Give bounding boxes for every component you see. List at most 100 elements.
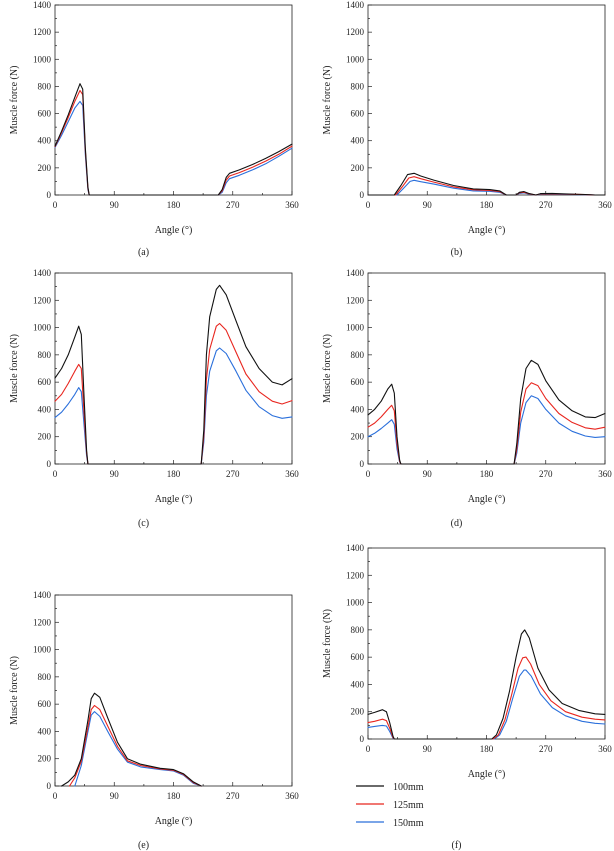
series-line-125mm: [367, 382, 606, 465]
x-tick-label: 90: [423, 200, 433, 210]
chart-e: 0 200 400 600 800 1000 1200 1400 0 90 180 270 360 Ang…: [9, 590, 299, 851]
y-tick-label: 600: [351, 109, 365, 119]
panel-label-b: (b): [451, 247, 463, 258]
x-axis-label: Angle (°): [468, 494, 506, 505]
series-line-150mm: [54, 347, 293, 465]
y-tick-label: 1400: [33, 268, 52, 278]
x-tick-label: 270: [539, 744, 553, 754]
y-tick-label: 200: [38, 163, 52, 173]
plot-frame-e: [54, 594, 293, 787]
y-tick-label: 1200: [33, 27, 52, 37]
panel-label-a: (a): [138, 247, 149, 258]
chart-panels: 0 200 400 600 800 1000 1200 1400 0 90 180 270 360 Ang…: [9, 0, 612, 851]
y-axis-label: Muscle force (N): [322, 609, 333, 678]
x-tick-label: 90: [110, 469, 120, 479]
y-tick-label: 800: [351, 350, 365, 360]
chart-d: 0 200 400 600 800 1000 1200 1400 0 90 180 270 360 Ang…: [322, 268, 612, 529]
y-tick-label: 1400: [33, 0, 52, 10]
x-tick-label: 0: [53, 200, 58, 210]
y-tick-label: 600: [38, 377, 52, 387]
series-line-100mm: [61, 692, 202, 787]
legend-label-100mm: 100mm: [393, 782, 424, 793]
y-tick-label: 400: [38, 726, 52, 736]
y-axis-label: Muscle force (N): [9, 66, 20, 135]
y-tick-label: 1200: [346, 570, 365, 580]
y-tick-label: 400: [351, 136, 365, 146]
y-axis-label: Muscle force (N): [9, 334, 20, 403]
series-line-150mm: [54, 100, 293, 196]
plot-frame-f: [367, 547, 606, 740]
y-tick-label: 400: [351, 404, 365, 414]
y-axis-label: Muscle force (N): [322, 66, 333, 135]
x-tick-label: 180: [480, 469, 494, 479]
x-tick-label: 360: [285, 469, 299, 479]
chart-b: 0 200 400 600 800 1000 1200 1400 0 90 180 270 360 Ang…: [322, 0, 612, 258]
x-tick-label: 360: [598, 469, 612, 479]
y-tick-label: 1400: [346, 543, 365, 553]
y-tick-label: 1400: [33, 590, 52, 600]
y-tick-label: 800: [38, 350, 52, 360]
y-tick-label: 1000: [346, 54, 365, 64]
x-tick-label: 270: [539, 200, 553, 210]
x-axis-label: Angle (°): [468, 769, 506, 780]
series-line-100mm: [367, 359, 606, 465]
series-line-125mm: [367, 656, 606, 740]
x-tick-label: 270: [226, 791, 240, 801]
x-tick-label: 90: [423, 744, 433, 754]
plot-frame-c: [54, 272, 293, 465]
y-tick-label: 1000: [346, 598, 365, 608]
y-tick-label: 1200: [33, 617, 52, 627]
x-tick-label: 0: [366, 469, 371, 479]
x-tick-label: 90: [423, 469, 433, 479]
series-line-125mm: [54, 89, 293, 196]
x-tick-label: 270: [226, 200, 240, 210]
plot-frame-d: [367, 272, 606, 465]
y-tick-label: 1200: [346, 295, 365, 305]
x-tick-label: 180: [167, 791, 181, 801]
series-line-150mm: [367, 669, 606, 740]
y-tick-label: 800: [351, 625, 365, 635]
panel-label-c: (c): [138, 518, 149, 529]
series-line-100mm: [54, 284, 293, 465]
x-axis-label: Angle (°): [155, 225, 193, 236]
chart-a: 0 200 400 600 800 1000 1200 1400 0 90 180 270 360 Ang…: [9, 0, 299, 258]
y-tick-label: 200: [351, 707, 365, 717]
y-tick-label: 1000: [33, 54, 52, 64]
series-line-125mm: [68, 704, 202, 787]
chart-f: 0 200 400 600 800 1000 1200 1400 0 90 180 270 360 Ang…: [322, 543, 612, 851]
chart-c: 0 200 400 600 800 1000 1200 1400 0 90 180 270 360 Ang…: [9, 268, 299, 529]
plot-frame-b: [367, 4, 606, 196]
x-axis-label: Angle (°): [155, 816, 193, 827]
x-tick-label: 270: [539, 469, 553, 479]
x-tick-label: 180: [167, 469, 181, 479]
y-tick-label: 0: [47, 459, 52, 469]
series-line-100mm: [367, 629, 606, 740]
y-tick-label: 200: [351, 163, 365, 173]
x-axis-label: Angle (°): [468, 225, 506, 236]
legend-label-125mm: 125mm: [393, 800, 424, 811]
y-tick-label: 600: [351, 652, 365, 662]
x-tick-label: 360: [598, 200, 612, 210]
y-tick-label: 1200: [33, 295, 52, 305]
y-tick-label: 200: [351, 432, 365, 442]
y-tick-label: 800: [38, 81, 52, 91]
legend-label-150mm: 150mm: [393, 818, 424, 829]
y-tick-label: 600: [38, 699, 52, 709]
x-tick-label: 0: [53, 791, 58, 801]
panel-label-e: (e): [138, 840, 149, 851]
x-tick-label: 360: [285, 791, 299, 801]
x-tick-label: 180: [480, 744, 494, 754]
y-tick-label: 1200: [346, 27, 365, 37]
x-tick-label: 360: [598, 744, 612, 754]
y-tick-label: 1000: [346, 323, 365, 333]
series-line-125mm: [54, 322, 293, 465]
y-tick-label: 1400: [346, 268, 365, 278]
x-tick-label: 0: [366, 200, 371, 210]
y-tick-label: 200: [38, 432, 52, 442]
y-tick-label: 600: [351, 377, 365, 387]
y-tick-label: 1400: [346, 0, 365, 10]
y-tick-label: 0: [360, 190, 365, 200]
x-tick-label: 90: [110, 791, 120, 801]
y-tick-label: 1000: [33, 645, 52, 655]
